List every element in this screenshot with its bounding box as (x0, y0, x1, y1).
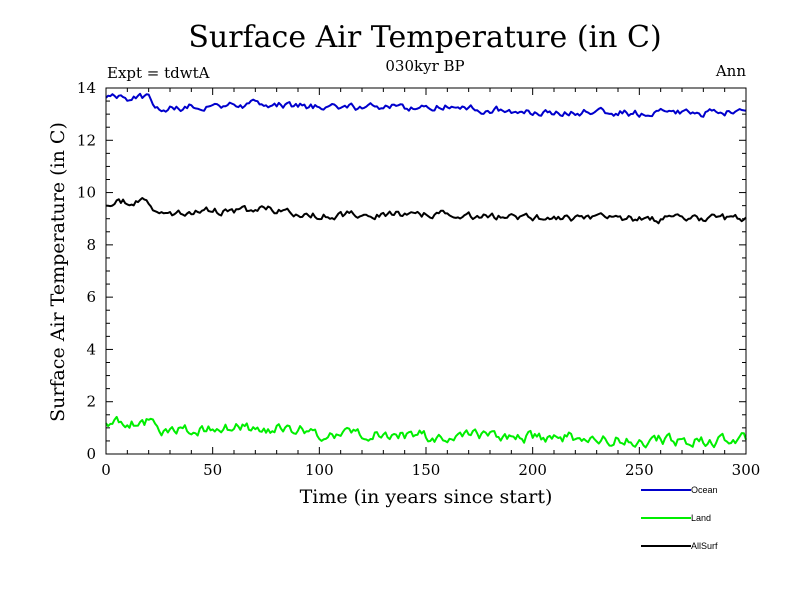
y-tick-label: 10 (77, 184, 96, 202)
y-tick-label: 0 (86, 445, 96, 463)
y-tick-label: 4 (86, 340, 96, 358)
x-tick-label: 100 (305, 461, 334, 479)
y-tick-label: 12 (77, 131, 96, 149)
y-tick-label: 8 (86, 236, 96, 254)
chart-subtitle: 030kyr BP (385, 57, 464, 75)
legend-label-ocean: Ocean (691, 485, 718, 495)
x-axis-label: Time (in years since start) (300, 486, 553, 508)
x-tick-label: 0 (101, 461, 111, 479)
chart-title: Surface Air Temperature (in C) (188, 20, 661, 55)
y-tick-label: 6 (86, 288, 96, 306)
y-tick-label: 2 (86, 393, 96, 411)
series-line-ocean (105, 92, 747, 118)
legend-label-allsurf: AllSurf (691, 541, 718, 551)
x-tick-label: 300 (732, 461, 761, 479)
x-tick-labels: 0 50 100 150 200 250 300 (101, 461, 760, 479)
y-tick-labels: 0 2 4 6 8 10 12 14 (77, 79, 96, 463)
plot-frame (105, 87, 747, 455)
data-series (105, 92, 747, 449)
x-tick-label: 200 (518, 461, 547, 479)
y-axis-label: Surface Air Temperature (in C) (47, 122, 69, 422)
y-tick-label: 14 (77, 79, 96, 97)
series-line-land (105, 415, 747, 449)
x-tick-label: 150 (412, 461, 441, 479)
experiment-label: Expt = tdwtA (107, 64, 210, 82)
legend-label-land: Land (691, 513, 711, 523)
series-line-allsurf (105, 197, 747, 225)
legend: Ocean Land AllSurf (641, 485, 718, 551)
x-tick-label: 50 (203, 461, 222, 479)
season-label: Ann (715, 62, 746, 80)
x-tick-label: 250 (625, 461, 654, 479)
